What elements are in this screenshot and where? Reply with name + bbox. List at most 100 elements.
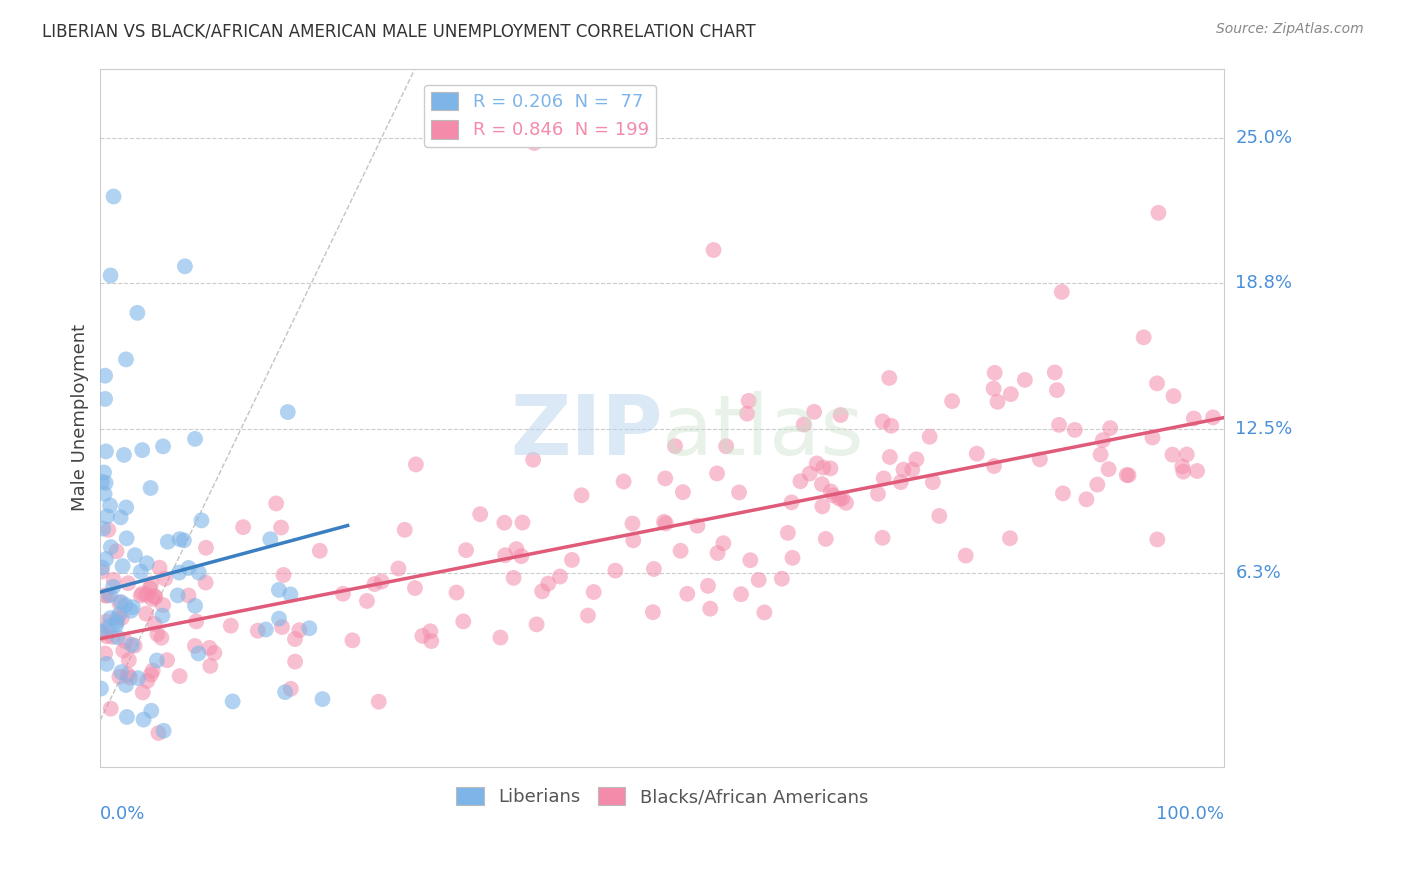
Point: [94, 615, 117, 629]
Point: [1132, 330, 1154, 344]
Point: [115, 710, 138, 724]
Point: [370, 574, 392, 589]
Point: [246, 624, 269, 638]
Point: [152, 723, 174, 738]
Point: [983, 458, 1005, 473]
Point: [121, 600, 143, 615]
Point: [152, 598, 174, 612]
Point: [232, 520, 254, 534]
Point: [94, 552, 117, 566]
Point: [94, 368, 117, 383]
Point: [1185, 464, 1208, 478]
Point: [419, 624, 441, 639]
Point: [264, 496, 287, 510]
Point: [706, 546, 728, 560]
Point: [118, 653, 141, 667]
Point: [776, 525, 799, 540]
Point: [387, 561, 409, 575]
Point: [738, 393, 761, 408]
Point: [274, 685, 297, 699]
Point: [686, 518, 709, 533]
Point: [298, 621, 321, 635]
Point: [754, 606, 776, 620]
Point: [112, 643, 135, 657]
Point: [146, 653, 169, 667]
Point: [1090, 448, 1112, 462]
Point: [780, 495, 803, 509]
Point: [135, 556, 157, 570]
Point: [90, 681, 112, 696]
Point: [96, 509, 118, 524]
Point: [699, 601, 721, 615]
Point: [983, 382, 1005, 396]
Point: [259, 532, 281, 546]
Point: [94, 772, 117, 786]
Point: [184, 599, 207, 613]
Point: [1146, 376, 1168, 391]
Point: [96, 657, 118, 671]
Point: [141, 576, 163, 591]
Point: [983, 366, 1005, 380]
Point: [93, 466, 115, 480]
Point: [706, 467, 728, 481]
Point: [404, 581, 426, 595]
Point: [190, 513, 212, 527]
Point: [94, 444, 117, 458]
Point: [905, 452, 928, 467]
Point: [928, 508, 950, 523]
Point: [90, 565, 112, 579]
Point: [120, 604, 142, 618]
Point: [90, 624, 112, 639]
Point: [811, 477, 834, 491]
Point: [141, 591, 163, 606]
Point: [132, 713, 155, 727]
Point: [90, 832, 112, 847]
Point: [156, 653, 179, 667]
Point: [107, 610, 129, 624]
Point: [143, 589, 166, 603]
Point: [806, 457, 828, 471]
Point: [901, 462, 924, 476]
Y-axis label: Male Unemployment: Male Unemployment: [72, 324, 89, 511]
Point: [101, 630, 124, 644]
Point: [880, 418, 903, 433]
Point: [332, 587, 354, 601]
Point: [770, 572, 793, 586]
Point: [105, 618, 128, 632]
Point: [1076, 492, 1098, 507]
Point: [803, 405, 825, 419]
Point: [526, 617, 548, 632]
Point: [143, 591, 166, 605]
Point: [169, 532, 191, 546]
Point: [363, 577, 385, 591]
Point: [531, 584, 554, 599]
Point: [799, 467, 821, 481]
Point: [273, 568, 295, 582]
Point: [877, 371, 900, 385]
Point: [311, 692, 333, 706]
Point: [654, 471, 676, 485]
Point: [1029, 452, 1052, 467]
Point: [280, 587, 302, 601]
Point: [813, 460, 835, 475]
Text: ZIP: ZIP: [510, 391, 662, 472]
Point: [167, 566, 190, 580]
Point: [166, 588, 188, 602]
Text: 25.0%: 25.0%: [1236, 129, 1292, 147]
Point: [998, 531, 1021, 545]
Point: [605, 564, 627, 578]
Point: [200, 659, 222, 673]
Point: [100, 540, 122, 554]
Point: [652, 515, 675, 529]
Point: [697, 579, 720, 593]
Point: [789, 475, 811, 489]
Point: [254, 623, 277, 637]
Point: [510, 549, 533, 564]
Point: [561, 553, 583, 567]
Point: [1047, 417, 1070, 432]
Point: [1043, 366, 1066, 380]
Point: [270, 520, 292, 534]
Point: [111, 559, 134, 574]
Point: [523, 136, 546, 150]
Point: [873, 471, 896, 485]
